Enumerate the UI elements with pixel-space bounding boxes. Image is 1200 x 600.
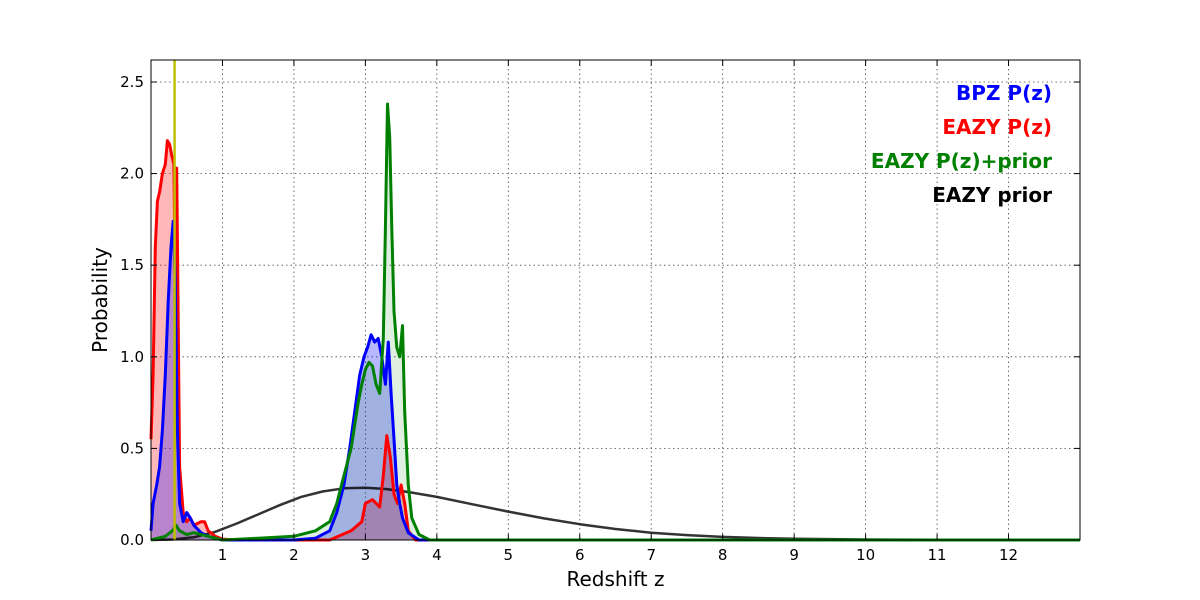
legend-entry-eazy-p-z: EAZY P(z)	[942, 115, 1052, 139]
legend-entry-eazy-prior: EAZY prior	[932, 183, 1052, 207]
x-tick-label: 3	[361, 546, 371, 564]
y-axis-label: Probability	[88, 247, 112, 353]
tick-layer: 1 2 3 4 5 6 7 8 9 10 11 120.00.51.01.52.02.5	[120, 60, 1080, 564]
series-line-eazy-p-z	[149, 139, 1080, 542]
x-tick-label: 10	[856, 546, 875, 564]
x-tick-label: 6	[575, 546, 585, 564]
series-area-eazy-p-z-prior	[151, 104, 1080, 540]
x-axis-label: Redshift z	[566, 567, 664, 591]
y-tick-label: 0.5	[120, 439, 144, 457]
legend-entry-bpz-p-z: BPZ P(z)	[956, 81, 1052, 105]
x-tick-label: 1	[218, 546, 228, 564]
x-tick-label: 8	[718, 546, 728, 564]
y-tick-label: 1.5	[120, 256, 144, 274]
line-layer	[149, 60, 1080, 542]
legend: BPZ P(z) EAZY P(z) EAZY P(z)+prior EAZY pri…	[871, 81, 1052, 207]
x-tick-label: 4	[432, 546, 442, 564]
series-area-bpz-p-z	[151, 221, 1080, 540]
x-tick-label: 9	[789, 546, 799, 564]
grid-layer	[151, 60, 1080, 541]
legend-entry-eazy-p-z-prior: EAZY P(z)+prior	[871, 149, 1052, 173]
y-tick-label: 1.0	[120, 348, 144, 366]
x-tick-label: 7	[646, 546, 656, 564]
y-tick-label: 0.0	[120, 531, 144, 549]
series-line-eazy-p-z-prior	[150, 102, 1080, 542]
plot-frame	[150, 59, 1081, 541]
series-line-bpz-p-z	[149, 219, 1080, 542]
x-tick-label: 5	[504, 546, 514, 564]
y-tick-label: 2.5	[120, 73, 144, 91]
series-line-eazy-prior	[150, 486, 1080, 542]
x-tick-label: 2	[289, 546, 299, 564]
x-tick-label: 11	[928, 546, 947, 564]
y-tick-label: 2.0	[120, 165, 144, 183]
x-tick-label: 12	[999, 546, 1018, 564]
